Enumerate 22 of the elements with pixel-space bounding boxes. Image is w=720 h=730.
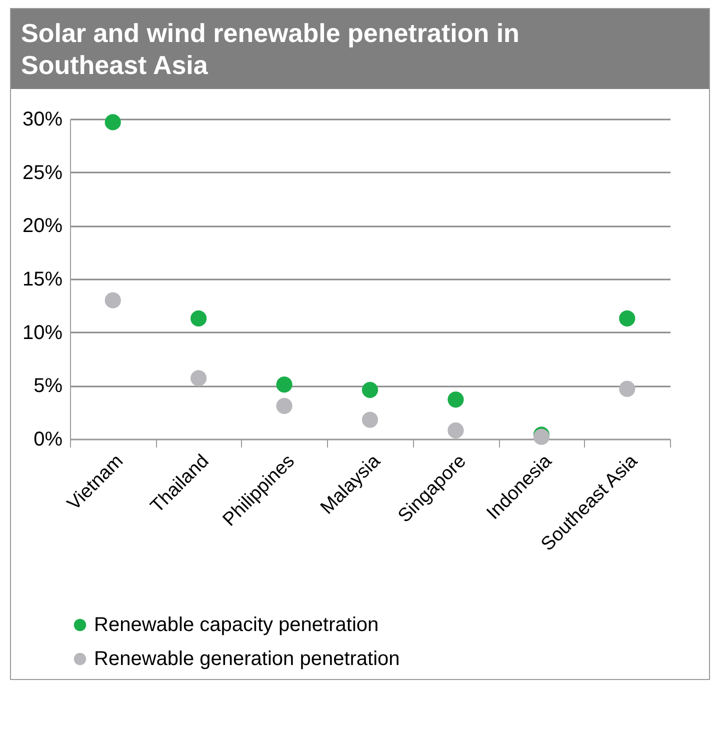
y-tick-label: 25% — [22, 162, 63, 184]
point — [276, 398, 292, 414]
point — [104, 292, 121, 308]
y-tick-label: 20% — [22, 215, 63, 238]
point — [362, 382, 378, 398]
point — [276, 376, 292, 393]
point — [190, 370, 207, 386]
point — [619, 310, 636, 327]
y-tick-label: 15% — [22, 268, 63, 290]
point — [190, 310, 207, 327]
legend-label: Renewable capacity penetration — [94, 614, 379, 636]
y-tick-label: 0% — [34, 428, 63, 450]
point — [362, 412, 378, 428]
y-tick-label: 10% — [22, 322, 63, 344]
y-tick-label: 30% — [22, 108, 63, 130]
point — [448, 391, 464, 408]
legend-label: Renewable generation penetration — [94, 648, 400, 670]
point — [619, 380, 636, 397]
y-tick-label: 5% — [34, 375, 63, 398]
chart-title: Solar and wind renewable penetration in Southeast Asia — [11, 9, 709, 89]
point — [104, 114, 121, 130]
point — [448, 422, 464, 439]
